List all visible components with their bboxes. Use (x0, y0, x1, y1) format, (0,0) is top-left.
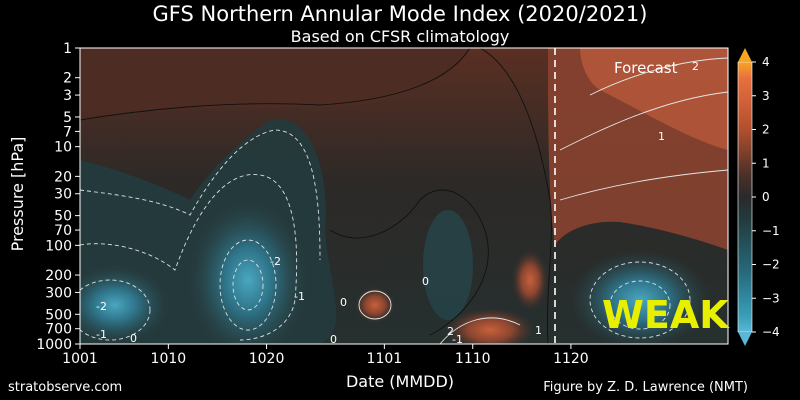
positive-core-upper-right (580, 48, 728, 150)
y-tick-label: 2 (63, 71, 72, 87)
contour-minus-3 (219, 239, 277, 331)
y-tick-label: 500 (45, 307, 72, 323)
website-credit: stratobserve.com (8, 380, 123, 395)
status-label: WEAK (602, 293, 730, 337)
colorbar-tick-label: 3 (762, 89, 770, 103)
colorbar-tick-label: −1 (762, 224, 780, 238)
positive-region-upper-left (80, 48, 470, 120)
contour-label: -1 (294, 290, 305, 303)
y-tick-label: 200 (45, 268, 72, 284)
positive-patch-2 (445, 308, 535, 344)
y-tick-label: 1 (63, 41, 72, 57)
y-tick-label: 1000 (36, 337, 72, 353)
colorbar-tick-label: 1 (762, 156, 770, 170)
colorbar-tick-label: 2 (762, 123, 770, 137)
colorbar-tick-label: −4 (762, 325, 780, 339)
chart-subtitle: Based on CFSR climatology (290, 27, 510, 46)
colorbar-tick-label: −2 (762, 258, 780, 272)
negative-core-november (423, 210, 473, 320)
contour-plus-patch-2 (439, 317, 521, 344)
colorbar-ticks: 4 3 2 1 0 −1 −2 −3 −4 (752, 55, 780, 339)
contour-label: 1 (535, 324, 542, 337)
contour-label: 0 (130, 332, 137, 345)
contour-minus-forecast-inner (609, 280, 671, 330)
contour-label: 0 (330, 333, 337, 346)
contour-minus-1 (80, 129, 321, 261)
contour-label: 0 (340, 296, 347, 309)
x-tick-label: 1010 (151, 351, 187, 367)
x-tick-label: 1120 (553, 351, 589, 367)
x-tick-label: 1110 (455, 351, 491, 367)
y-tick-label: 300 (45, 285, 72, 301)
colorbar-min-arrow (738, 332, 752, 346)
negative-core-left (80, 265, 170, 344)
colorbar-tick-label: −3 (762, 291, 780, 305)
contour-label: -2 (96, 300, 107, 313)
contour-label: 2 (447, 325, 454, 338)
negative-core-forecast (570, 250, 710, 344)
contour-plus-patch (358, 290, 392, 320)
contour-label: 2 (692, 60, 699, 73)
y-tick-label: 10 (54, 140, 72, 156)
forecast-label: Forecast (614, 59, 678, 77)
contour-zero-forecast (479, 48, 552, 344)
y-tick-label: 70 (54, 223, 72, 239)
chart-title: GFS Northern Annular Mode Index (2020/20… (152, 2, 648, 26)
plot-frame (79, 47, 729, 345)
positive-patch-3 (512, 250, 548, 310)
colorbar-max-arrow (738, 48, 752, 62)
contour-label: -2 (270, 255, 281, 268)
contour-minus-4 (232, 259, 264, 311)
contour-zero-upper (80, 48, 471, 121)
x-axis-ticks: 1001 1010 1020 1101 1110 1120 (62, 344, 589, 367)
contour-label: 1 (658, 130, 665, 143)
x-tick-label: 1020 (249, 351, 285, 367)
colorbar-tick-label: 0 (762, 190, 770, 204)
contour-minus-2 (80, 174, 298, 341)
contour-lines (80, 48, 728, 344)
contour-minus-left (80, 279, 151, 341)
y-tick-label: 100 (45, 238, 72, 254)
x-tick-label: 1101 (367, 351, 403, 367)
contour-label: -1 (452, 333, 463, 346)
positive-patch-1 (355, 287, 395, 323)
colorbar-tick-label: 4 (762, 55, 770, 69)
contour-label: 0 (422, 275, 429, 288)
x-tick-label: 1001 (62, 351, 98, 367)
contour-plus-1 (559, 91, 728, 151)
figure-credit: Figure by Z. D. Lawrence (NMT) (543, 380, 748, 395)
contour-plus-2 (589, 57, 728, 96)
y-tick-label: 50 (54, 209, 72, 225)
contour-label: -1 (96, 328, 107, 341)
contour-field (80, 48, 728, 344)
x-axis-label: Date (MMDD) (345, 372, 455, 391)
contour-minus-forecast (589, 261, 691, 339)
contour-zero-mid (329, 189, 489, 336)
contour-labels: 2 -2 -1 0 -2 0 0 0 1 1 -1 2 -1 (96, 60, 699, 346)
y-tick-label: 20 (54, 169, 72, 185)
y-tick-label: 5 (63, 110, 72, 126)
y-tick-label: 700 (45, 322, 72, 338)
y-tick-label: 7 (63, 124, 72, 140)
contour-plus-3 (559, 169, 728, 201)
y-tick-label: 3 (63, 88, 72, 104)
negative-core-center (188, 200, 308, 344)
y-tick-label: 30 (54, 187, 72, 203)
colorbar (737, 61, 753, 333)
